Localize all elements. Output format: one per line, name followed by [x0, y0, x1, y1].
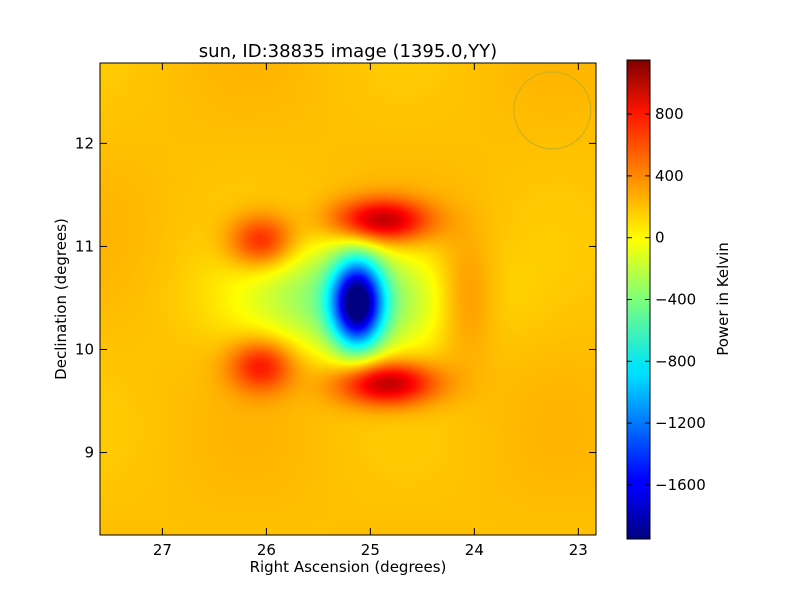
beam-circle — [514, 72, 591, 149]
y-tick-label: 9 — [84, 444, 94, 462]
x-axis-label: Right Ascension (degrees) — [250, 558, 447, 576]
colorbar-tick-label: −1600 — [655, 476, 706, 494]
colorbar-tick-label: −800 — [655, 352, 696, 370]
x-tick-label: 26 — [257, 541, 276, 559]
colorbar-label: Power in Kelvin — [714, 242, 732, 356]
colorbar-tick-label: 0 — [655, 229, 665, 247]
colorbar-tick-label: −1200 — [655, 414, 706, 432]
y-tick-label: 10 — [75, 340, 94, 358]
x-tick-label: 27 — [153, 541, 172, 559]
colorbar-tick-label: −400 — [655, 291, 696, 309]
chart-title: sun, ID:38835 image (1395.0,YY) — [199, 41, 497, 62]
y-tick-label: 11 — [75, 237, 94, 255]
chart: sun, ID:38835 image (1395.0,YY) 27 26 25 24… — [0, 0, 800, 600]
x-tick-label: 25 — [361, 541, 380, 559]
colorbar-tick-label: 400 — [655, 167, 684, 185]
y-tick-label: 12 — [75, 134, 94, 152]
x-tick-label: 23 — [569, 541, 588, 559]
y-axis-label: Declination (degrees) — [52, 218, 70, 380]
x-tick-label: 24 — [465, 541, 484, 559]
colorbar-tick-label: 800 — [655, 105, 684, 123]
